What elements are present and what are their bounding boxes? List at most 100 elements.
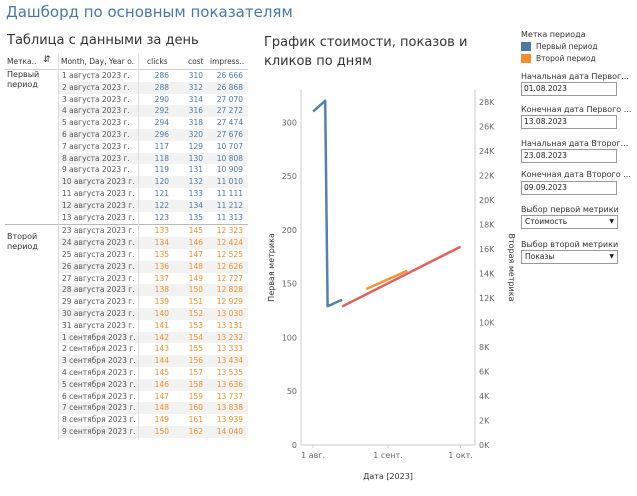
- table-row[interactable]: 30 августа 2023 г. 140 152 13 030: [59, 308, 248, 320]
- cell-date: 27 августа 2023 г.: [62, 273, 135, 283]
- cell-cost: 152: [188, 309, 203, 318]
- cell-clicks: 138: [154, 285, 169, 295]
- table-row[interactable]: 23 августа 2023 г. 133 145 12 323: [59, 225, 248, 237]
- chart-title: График стоимости, показов и кликов по дн…: [264, 35, 468, 69]
- cell-impressions: 12 727: [216, 273, 243, 283]
- cell-date: 6 сентября 2023 г.: [62, 391, 136, 401]
- chevron-down-icon: ▼: [609, 218, 614, 225]
- cell-cost: 131: [188, 165, 203, 175]
- y-right-tick-label: 26K: [479, 123, 495, 132]
- table-row[interactable]: 25 августа 2023 г. 135 147 12 525: [59, 249, 248, 261]
- table-row[interactable]: 5 сентября 2023 г. 146 158 13 636: [59, 378, 248, 391]
- y-right-tick-label: 12K: [479, 294, 495, 303]
- table-row[interactable]: 12 августа 2023 г. 122 134 11 212: [59, 199, 248, 212]
- cell-clicks: 292: [154, 106, 169, 116]
- table-row[interactable]: 6 августа 2023 г. 296 320 27 676: [59, 129, 248, 141]
- table-row[interactable]: 7 августа 2023 г. 117 129 10 707: [59, 141, 248, 153]
- table-row[interactable]: 24 августа 2023 г. 134 146 12 424: [59, 237, 248, 249]
- header-clicks[interactable]: clicks: [147, 57, 168, 66]
- cell-cost: 314: [188, 94, 203, 104]
- table-row[interactable]: 3 сентября 2023 г. 144 156 13 434: [59, 355, 248, 367]
- metric2-value: Показы: [525, 252, 555, 261]
- cell-impressions: 11 212: [216, 200, 243, 210]
- cell-cost: 132: [188, 177, 203, 187]
- table-row[interactable]: 4 августа 2023 г. 292 316 27 272: [59, 105, 248, 118]
- period-label-second: Второй период: [7, 232, 38, 251]
- cell-clicks: 286: [154, 71, 169, 80]
- header-cost[interactable]: cost: [188, 57, 204, 66]
- sort-icon[interactable]: ⇵: [43, 55, 51, 65]
- metric2-label: Выбор второй метрики: [521, 240, 619, 249]
- cell-cost: 155: [188, 344, 203, 354]
- cell-cost: 147: [188, 250, 203, 259]
- column-divider: [138, 54, 139, 440]
- cell-date: 25 августа 2023 г.: [62, 250, 135, 259]
- table-row[interactable]: 28 августа 2023 г. 138 150 12 828: [59, 284, 248, 297]
- end1-date-input[interactable]: 13.08.2023: [521, 115, 617, 129]
- cell-impressions: 12 828: [216, 285, 243, 295]
- table-row[interactable]: 7 сентября 2023 г. 148 160 13 838: [59, 402, 248, 415]
- table-row[interactable]: 1 августа 2023 г. 286 310 26 666: [59, 70, 248, 82]
- table-row[interactable]: 9 августа 2023 г. 119 131 10 909: [59, 164, 248, 176]
- cell-date: 8 августа 2023 г.: [62, 153, 130, 163]
- y-right-axis-title: Вторая метрика: [507, 233, 516, 301]
- header-period[interactable]: Метка..: [7, 57, 37, 66]
- table-row[interactable]: 6 сентября 2023 г. 147 159 13 737: [59, 391, 248, 403]
- chevron-down-icon: ▼: [609, 253, 614, 260]
- cell-clicks: 143: [154, 344, 169, 354]
- header-impressions[interactable]: impress..: [210, 57, 245, 66]
- y-right-tick-label: 28K: [479, 98, 495, 107]
- y-right-tick-label: 0K: [479, 441, 490, 450]
- table-row[interactable]: 10 августа 2023 г. 120 132 11 010: [59, 176, 248, 188]
- end2-date-input[interactable]: 09.09.2023: [521, 181, 617, 195]
- cell-cost: 156: [188, 356, 203, 366]
- table-row[interactable]: 27 августа 2023 г. 137 149 12 727: [59, 273, 248, 285]
- cell-cost: 316: [188, 106, 203, 116]
- table-row[interactable]: 8 сентября 2023 г. 149 161 13 939: [59, 414, 248, 426]
- table-row[interactable]: 2 августа 2023 г. 288 312 26 868: [59, 81, 248, 94]
- y-right-tick-label: 22K: [479, 172, 495, 181]
- header-date[interactable]: Month, Day, Year o..: [61, 57, 135, 66]
- y-right-tick-label: 8K: [479, 343, 490, 352]
- table-row[interactable]: 8 августа 2023 г. 118 130 10 808: [59, 152, 248, 165]
- x-tick-label: 1 авг.: [301, 451, 325, 460]
- cell-cost: 149: [188, 273, 203, 283]
- table-row[interactable]: 2 сентября 2023 г. 143 155 13 333: [59, 343, 248, 355]
- start1-date-input[interactable]: 01.08.2023: [521, 82, 617, 96]
- cell-clicks: 134: [154, 238, 169, 248]
- cell-date: 3 августа 2023 г.: [62, 94, 130, 104]
- table-row[interactable]: 9 сентября 2023 г. 150 162 14 040: [59, 426, 248, 438]
- table-row[interactable]: 3 августа 2023 г. 290 314 27 070: [59, 94, 248, 106]
- cell-clicks: 149: [154, 415, 169, 425]
- cell-clicks: 123: [154, 212, 169, 222]
- cell-clicks: 146: [154, 379, 169, 389]
- legend-swatch-second: [521, 54, 531, 63]
- table-row[interactable]: 11 августа 2023 г. 121 133 11 111: [59, 188, 248, 200]
- cell-cost: 130: [188, 153, 203, 163]
- table-row[interactable]: 5 августа 2023 г. 294 318 27 474: [59, 117, 248, 129]
- metric2-select[interactable]: Показы ▼: [521, 250, 618, 264]
- cell-date: 6 августа 2023 г.: [62, 130, 130, 139]
- legend-item-first[interactable]: Первый период: [521, 42, 598, 51]
- cell-cost: 157: [188, 368, 203, 377]
- metric1-select[interactable]: Стоимость ▼: [521, 215, 618, 229]
- table-row[interactable]: 4 сентября 2023 г. 145 157 13 535: [59, 367, 248, 379]
- start2-date-input[interactable]: 23.08.2023: [521, 149, 617, 163]
- cell-clicks: 120: [154, 177, 169, 187]
- cell-date: 3 сентября 2023 г.: [62, 356, 136, 366]
- table-row[interactable]: 26 августа 2023 г. 136 148 12 626: [59, 260, 248, 273]
- table-row[interactable]: 13 августа 2023 г. 123 135 11 313: [59, 212, 248, 224]
- cell-date: 26 августа 2023 г.: [62, 261, 135, 271]
- cell-clicks: 121: [154, 189, 169, 198]
- legend-item-second[interactable]: Второй период: [521, 54, 596, 63]
- table-row[interactable]: 31 августа 2023 г. 141 153 13 131: [59, 320, 248, 332]
- cell-impressions: 13 636: [216, 379, 243, 389]
- cell-clicks: 150: [154, 427, 169, 436]
- cell-impressions: 27 070: [216, 94, 243, 104]
- cell-cost: 146: [188, 238, 203, 248]
- cell-clicks: 135: [154, 250, 169, 259]
- table-row[interactable]: 1 сентября 2023 г. 142 154 13 232: [59, 331, 248, 344]
- cell-cost: 129: [188, 141, 203, 151]
- table-row[interactable]: 29 августа 2023 г. 139 151 12 929: [59, 296, 248, 308]
- cell-cost: 159: [188, 391, 203, 401]
